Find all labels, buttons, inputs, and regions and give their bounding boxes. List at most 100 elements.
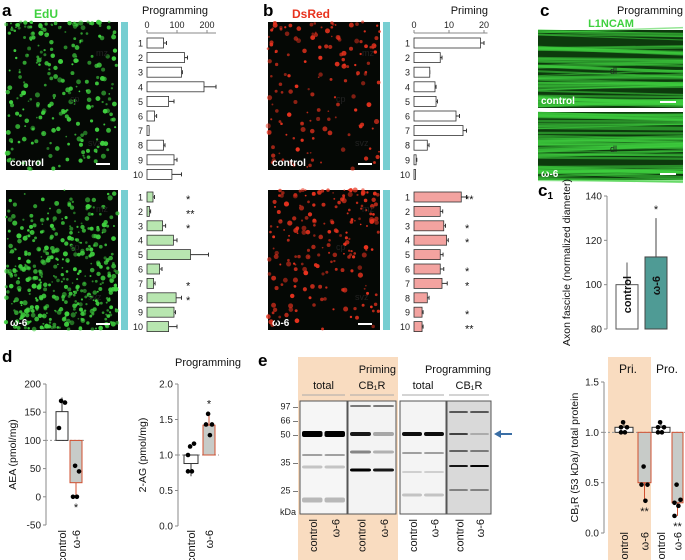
cell bbox=[350, 166, 355, 171]
cell bbox=[361, 81, 366, 86]
cell bbox=[54, 247, 60, 253]
cell bbox=[10, 140, 14, 144]
group-label: Pri. bbox=[619, 362, 637, 376]
cell bbox=[378, 30, 381, 33]
row-label: 8 bbox=[405, 141, 410, 151]
cell bbox=[330, 25, 334, 29]
cell bbox=[300, 126, 306, 133]
cell bbox=[354, 38, 360, 44]
cell bbox=[85, 247, 90, 252]
data-point bbox=[618, 425, 624, 430]
cell bbox=[49, 207, 51, 210]
cell bbox=[111, 56, 117, 61]
band bbox=[402, 452, 422, 454]
panel-label-e: e bbox=[258, 351, 267, 370]
chart-title: Programming bbox=[142, 5, 208, 17]
cell bbox=[361, 252, 367, 258]
bar bbox=[146, 292, 177, 304]
band bbox=[424, 432, 444, 436]
cell bbox=[101, 231, 104, 234]
cell bbox=[64, 241, 69, 246]
significance-star: * bbox=[186, 223, 191, 235]
cell bbox=[21, 90, 27, 96]
band bbox=[470, 489, 489, 491]
band bbox=[449, 433, 468, 435]
bar bbox=[413, 154, 417, 166]
row-label: 10 bbox=[400, 170, 410, 180]
axon-bundle bbox=[537, 134, 684, 143]
cell bbox=[269, 225, 273, 228]
cell bbox=[38, 22, 43, 27]
bar bbox=[146, 205, 150, 217]
cell bbox=[351, 255, 356, 259]
cell bbox=[50, 325, 54, 330]
cell bbox=[36, 116, 38, 119]
cell bbox=[17, 238, 22, 244]
cell bbox=[266, 314, 271, 319]
significance-star: * bbox=[465, 280, 470, 292]
cell bbox=[107, 273, 112, 278]
data-point bbox=[205, 411, 211, 417]
axon-bundle bbox=[537, 152, 684, 157]
cell bbox=[297, 254, 301, 259]
cell bbox=[98, 212, 102, 216]
cell bbox=[51, 24, 54, 27]
data-point bbox=[672, 513, 677, 519]
cell bbox=[274, 62, 279, 67]
cell bbox=[86, 321, 90, 325]
cell bbox=[270, 118, 273, 121]
cell bbox=[63, 189, 66, 192]
lane-label: control bbox=[454, 519, 466, 552]
cell bbox=[373, 302, 378, 307]
cell bbox=[27, 54, 29, 56]
significance-star: * bbox=[654, 204, 659, 216]
cell bbox=[304, 216, 309, 220]
cell bbox=[357, 265, 363, 270]
x-tick-label: 0 bbox=[411, 20, 416, 30]
y-axis-label: Axon fascicle (normalized diameter) bbox=[561, 179, 573, 346]
cell bbox=[109, 305, 114, 310]
control-label: control bbox=[10, 158, 44, 169]
cell bbox=[111, 117, 116, 122]
cell bbox=[272, 22, 278, 28]
band bbox=[324, 497, 345, 503]
cell bbox=[323, 222, 326, 225]
cell bbox=[77, 231, 80, 233]
cell bbox=[93, 159, 98, 164]
cell bbox=[328, 44, 333, 50]
cell bbox=[45, 251, 50, 256]
row-label: 8 bbox=[138, 141, 143, 151]
cell bbox=[313, 22, 317, 25]
cell bbox=[65, 135, 68, 138]
cell bbox=[373, 119, 380, 125]
cell bbox=[78, 142, 83, 147]
lane-label: ω-6 bbox=[330, 519, 342, 537]
cell bbox=[111, 236, 116, 241]
cell bbox=[14, 265, 17, 268]
zone-mz: mz bbox=[362, 48, 374, 58]
cell bbox=[11, 214, 16, 219]
bar bbox=[413, 125, 464, 136]
cell bbox=[111, 82, 114, 86]
band bbox=[449, 411, 468, 413]
cell bbox=[48, 317, 52, 321]
zone-svz: svz bbox=[355, 292, 369, 302]
cell bbox=[318, 55, 323, 60]
cell bbox=[51, 117, 55, 120]
cell bbox=[44, 22, 48, 26]
chart-title: Priming bbox=[451, 5, 488, 17]
priming-title: Priming bbox=[359, 364, 396, 376]
category-label: ω-6 bbox=[71, 530, 83, 548]
cell bbox=[10, 147, 14, 151]
row-label: 8 bbox=[138, 293, 143, 303]
cell bbox=[10, 22, 12, 25]
cell bbox=[66, 117, 72, 122]
bar bbox=[146, 306, 175, 318]
bar bbox=[413, 292, 428, 304]
cell bbox=[89, 247, 94, 252]
cell bbox=[19, 314, 25, 319]
significance-star: ** bbox=[640, 506, 649, 518]
cell bbox=[75, 85, 78, 88]
axon-bundle bbox=[537, 84, 684, 89]
cell bbox=[29, 230, 35, 235]
